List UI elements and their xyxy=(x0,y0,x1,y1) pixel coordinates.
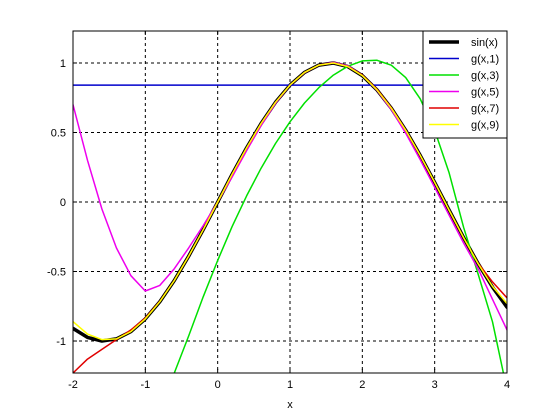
x-axis-label: x xyxy=(287,399,293,411)
y-tick-label: 0 xyxy=(60,197,66,209)
series-group xyxy=(73,59,507,373)
series-line-g-x-3 xyxy=(173,59,505,373)
legend-entry: g(x,5) xyxy=(471,87,499,99)
y-tick-labels: -1 -0.5 0 0.5 1 xyxy=(47,58,66,348)
x-tick-label: 2 xyxy=(359,379,365,391)
y-tick-label: 1 xyxy=(60,58,66,70)
series-line-g-x-9 xyxy=(73,62,507,341)
legend-entry: g(x,9) xyxy=(471,120,499,132)
x-tick-label: 3 xyxy=(432,379,438,391)
x-tick-label: 1 xyxy=(287,379,293,391)
x-tick-label: -2 xyxy=(68,379,78,391)
legend-entry: g(x,1) xyxy=(471,54,499,66)
legend-entry: sin(x) xyxy=(471,37,498,49)
legend: sin(x) g(x,1) g(x,3) g(x,5) g(x,7) g(x,9) xyxy=(422,30,508,139)
legend-box xyxy=(422,30,508,139)
y-tick-label: -1 xyxy=(56,336,66,348)
x-tick-labels: -2 -1 0 1 2 3 4 xyxy=(68,379,510,391)
tick-marks xyxy=(72,31,508,373)
legend-entry: g(x,7) xyxy=(471,103,499,115)
x-tick-label: 0 xyxy=(215,379,221,391)
y-tick-label: -0.5 xyxy=(47,267,66,279)
x-tick-label: -1 xyxy=(140,379,150,391)
y-tick-label: 0.5 xyxy=(51,127,66,139)
legend-entry: g(x,3) xyxy=(471,70,499,82)
x-tick-label: 4 xyxy=(504,379,510,391)
